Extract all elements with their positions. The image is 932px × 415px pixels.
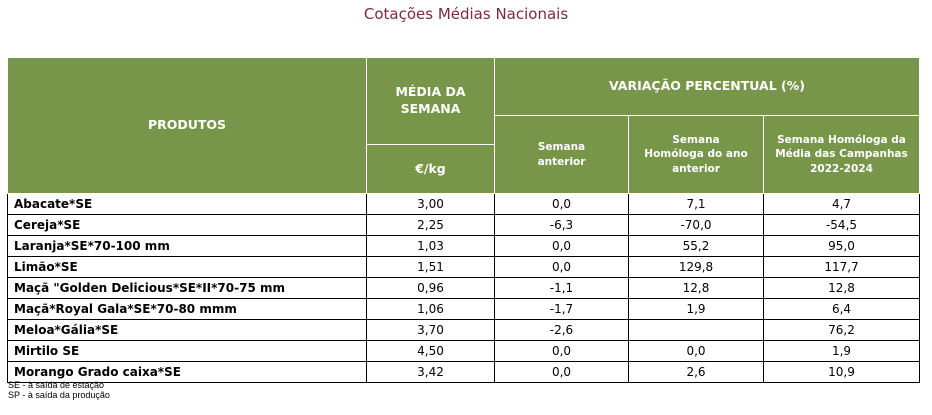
campaign-average-variation-cell: 117,7: [763, 256, 920, 278]
header-week-average: MÉDIA DA SEMANA: [366, 57, 495, 145]
footnotes: SE - à saída de estação SP - à saída da …: [8, 380, 110, 400]
previous-week-variation-cell: 0,0: [494, 361, 629, 383]
previous-year-variation-cell: 55,2: [628, 235, 764, 257]
previous-year-variation-cell: -70,0: [628, 214, 764, 236]
table-row: Limão*SE 1,51 0,0 129,8 117,7: [7, 256, 920, 278]
previous-week-variation-cell: -1,1: [494, 277, 629, 299]
product-cell: Mirtilo SE: [7, 340, 367, 362]
table-row: Morango Grado caixa*SE 3,42 0,0 2,6 10,9: [7, 361, 920, 383]
table-row: Abacate*SE 3,00 0,0 7,1 4,7: [7, 193, 920, 215]
previous-week-variation-cell: -1,7: [494, 298, 629, 320]
campaign-average-variation-cell: 95,0: [763, 235, 920, 257]
previous-year-variation-cell: [628, 319, 764, 341]
table-row: Maçã*Royal Gala*SE*70-80 mmm 1,06 -1,7 1,9 6…: [7, 298, 920, 320]
footnote-sp: SP - à saída da produção: [8, 390, 110, 400]
price-cell: 3,70: [366, 319, 495, 341]
previous-week-variation-cell: -6,3: [494, 214, 629, 236]
previous-year-variation-cell: 7,1: [628, 193, 764, 215]
header-same-week-campaign-average: Semana Homóloga da Média das Campanhas 2…: [763, 115, 920, 194]
header-previous-week: Semana anterior: [494, 115, 629, 194]
product-cell: Maçã*Royal Gala*SE*70-80 mmm: [7, 298, 367, 320]
header-same-week-previous-year: Semana Homóloga do ano anterior: [628, 115, 764, 194]
campaign-average-variation-cell: 6,4: [763, 298, 920, 320]
prices-table: PRODUTOS MÉDIA DA SEMANA VARIAÇÃO PERCEN…: [7, 57, 920, 383]
price-cell: 3,00: [366, 193, 495, 215]
campaign-average-variation-cell: 76,2: [763, 319, 920, 341]
table-row: Mirtilo SE 4,50 0,0 0,0 1,9: [7, 340, 920, 362]
price-cell: 2,25: [366, 214, 495, 236]
product-cell: Abacate*SE: [7, 193, 367, 215]
price-cell: 4,50: [366, 340, 495, 362]
campaign-average-variation-cell: 1,9: [763, 340, 920, 362]
product-cell: Limão*SE: [7, 256, 367, 278]
campaign-average-variation-cell: 10,9: [763, 361, 920, 383]
campaign-average-variation-cell: 4,7: [763, 193, 920, 215]
previous-week-variation-cell: 0,0: [494, 256, 629, 278]
previous-year-variation-cell: 12,8: [628, 277, 764, 299]
table-row: Meloa*Gália*SE 3,70 -2,6 76,2: [7, 319, 920, 341]
price-cell: 1,51: [366, 256, 495, 278]
previous-week-variation-cell: 0,0: [494, 340, 629, 362]
previous-week-variation-cell: 0,0: [494, 193, 629, 215]
price-cell: 1,03: [366, 235, 495, 257]
price-cell: 3,42: [366, 361, 495, 383]
previous-week-variation-cell: 0,0: [494, 235, 629, 257]
product-cell: Cereja*SE: [7, 214, 367, 236]
previous-year-variation-cell: 129,8: [628, 256, 764, 278]
table-row: Cereja*SE 2,25 -6,3 -70,0 -54,5: [7, 214, 920, 236]
campaign-average-variation-cell: -54,5: [763, 214, 920, 236]
header-percent-variation: VARIAÇÃO PERCENTUAL (%): [494, 57, 920, 116]
product-cell: Morango Grado caixa*SE: [7, 361, 367, 383]
table-row: Laranja*SE*70-100 mm 1,03 0,0 55,2 95,0: [7, 235, 920, 257]
table-row: Maçã "Golden Delicious*SE*II*70-75 mm 0,9…: [7, 277, 920, 299]
price-cell: 1,06: [366, 298, 495, 320]
product-cell: Maçã "Golden Delicious*SE*II*70-75 mm: [7, 277, 367, 299]
header-products: PRODUTOS: [7, 57, 367, 194]
product-cell: Meloa*Gália*SE: [7, 319, 367, 341]
page-title: Cotações Médias Nacionais: [363, 5, 569, 23]
price-cell: 0,96: [366, 277, 495, 299]
previous-year-variation-cell: 0,0: [628, 340, 764, 362]
price-rows: Abacate*SE 3,00 0,0 7,1 4,7 Cereja*SE 2,25 -6,3…: [7, 193, 920, 383]
header-unit: €/kg: [366, 144, 495, 194]
previous-year-variation-cell: 1,9: [628, 298, 764, 320]
previous-year-variation-cell: 2,6: [628, 361, 764, 383]
footnote-se: SE - à saída de estação: [8, 380, 105, 390]
product-cell: Laranja*SE*70-100 mm: [7, 235, 367, 257]
campaign-average-variation-cell: 12,8: [763, 277, 920, 299]
previous-week-variation-cell: -2,6: [494, 319, 629, 341]
